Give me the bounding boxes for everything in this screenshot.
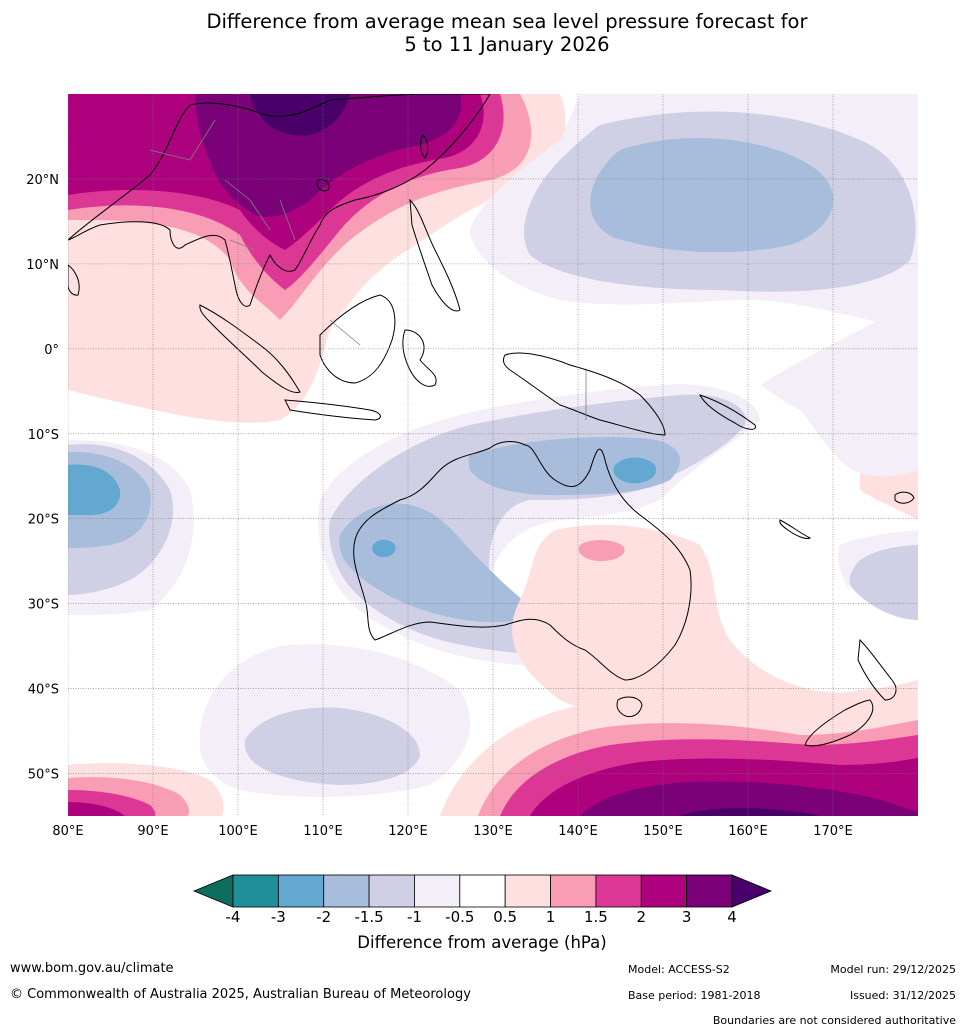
colorbar-label: Difference from average (hPa) [357, 933, 606, 952]
anomaly-region-positive-east-aus-1 [512, 525, 918, 720]
anomaly-region-negative-southern-2 [244, 707, 420, 785]
longitude-label: 150°E [643, 824, 683, 839]
colorbar-tick-label: -2 [316, 908, 331, 926]
anomaly-region-positive-southern-4b [68, 802, 125, 816]
colorbar-tick-label: 3 [682, 908, 692, 926]
colorbar-bin [459, 874, 506, 908]
anomaly-region-positive-southern-6 [680, 808, 820, 816]
longitude-label: 120°E [388, 824, 428, 839]
coastline-new-zealand-south [804, 699, 874, 747]
anomaly-region-positive-asia-5 [250, 94, 350, 136]
latitude-label: 30°S [28, 598, 59, 613]
coastline-sri-lanka [68, 264, 80, 296]
model-run-date: Model run: 29/12/2025 [830, 963, 956, 976]
colorbar: -4 -3 -2 -1.5 -1 -0.5 0.5 1 1.5 2 3 4 [192, 874, 773, 926]
anomaly-region-negative-aus-3b [613, 457, 657, 484]
colorbar-extend-high [731, 874, 773, 908]
colorbar-tick-label: 1.5 [584, 908, 608, 926]
coastline-sulawesi [402, 329, 437, 387]
longitude-axis-labels: 80°E 90°E 100°E 110°E 120°E 130°E 140°E 150°E 16… [52, 824, 852, 839]
latitude-label: 10°N [26, 258, 59, 273]
anomaly-region-negative-indian-3 [68, 464, 121, 515]
colorbar-tick-label: -1 [407, 908, 422, 926]
model-name: Model: ACCESS-S2 [628, 963, 730, 976]
colorbar-bin [595, 874, 642, 908]
longitude-label: 80°E [52, 824, 83, 839]
coastline-hainan [316, 179, 330, 192]
issued-date: Issued: 31/12/2025 [849, 989, 956, 1002]
longitude-label: 100°E [218, 824, 258, 839]
coastline-solomon-islands [699, 394, 756, 430]
title-line-2: 5 to 11 January 2026 [404, 33, 610, 56]
coastline-java [284, 399, 381, 421]
colorbar-tick-label: 4 [727, 908, 737, 926]
base-period: Base period: 1981-2018 [628, 989, 761, 1002]
boundary-lines-asia [149, 119, 587, 420]
latitude-label: 50°S [28, 768, 59, 783]
colorbar-bin [414, 874, 461, 908]
anomaly-region-positive-east-aus-2 [578, 539, 625, 562]
anomaly-region-negative-north-pacific-3 [590, 138, 834, 253]
colorbar-bin [277, 874, 325, 908]
latitude-label: 20°N [26, 173, 59, 188]
colorbar-tick-label: 1 [546, 908, 556, 926]
latitude-label: 20°S [28, 513, 59, 528]
coastline-fiji [894, 491, 915, 504]
map-area [68, 94, 918, 816]
colorbar-bin [323, 874, 370, 908]
copyright-text: © Commonwealth of Australia 2025, Austra… [10, 987, 471, 1002]
coastlines [68, 94, 915, 747]
coastline-taiwan [420, 134, 429, 159]
colorbar-bin [368, 874, 415, 908]
coastline-australia [353, 441, 692, 681]
coastline-philippines [409, 198, 461, 312]
coastline-sumatra [199, 304, 301, 394]
latitude-label: 0° [44, 343, 59, 358]
website-link[interactable]: www.bom.gov.au/climate [10, 961, 174, 976]
anomaly-region-negative-aus-3 [372, 539, 396, 558]
anomaly-region-negative-east-2 [849, 545, 918, 620]
longitude-label: 90°E [137, 824, 168, 839]
map-title: Difference from average mean sea level p… [0, 10, 965, 56]
colorbar-bin [232, 874, 279, 908]
anomaly-region-negative-aus-2 [339, 503, 540, 623]
longitude-label: 130°E [473, 824, 513, 839]
latitude-axis-labels: 20°N 10°N 0° 10°S 20°S 30°S 40°S 50°S [26, 173, 59, 783]
boundary-disclaimer: Boundaries are not considered authoritat… [712, 1014, 956, 1027]
political-boundaries [149, 119, 587, 420]
longitude-label: 110°E [303, 824, 343, 839]
coastline-tasmania [616, 696, 643, 718]
colorbar-bin [640, 874, 688, 908]
longitude-label: 160°E [728, 824, 768, 839]
latitude-label: 40°S [28, 683, 59, 698]
coastline-borneo [319, 294, 396, 384]
graticule [68, 94, 918, 816]
coastline-mainland-asia [68, 94, 491, 307]
colorbar-tick-label: -3 [271, 908, 286, 926]
title-line-1: Difference from average mean sea level p… [206, 10, 808, 33]
colorbar-bin [686, 874, 733, 908]
colorbar-bin [550, 874, 597, 908]
coastline-new-guinea [502, 352, 666, 436]
anomaly-region-positive-asia-4 [195, 94, 462, 217]
coastline-new-zealand-north [857, 638, 897, 701]
coastline-new-caledonia [779, 519, 812, 539]
colorbar-tick-label: 2 [636, 908, 646, 926]
longitude-label: 140°E [558, 824, 598, 839]
colorbar-tick-label: -1.5 [354, 908, 383, 926]
colorbar-extend-low [192, 874, 234, 908]
colorbar-bin [504, 874, 551, 908]
colorbar-tick-label: 0.5 [493, 908, 517, 926]
colorbar-tick-label: -4 [226, 908, 241, 926]
latitude-label: 10°S [28, 428, 59, 443]
longitude-label: 170°E [813, 824, 853, 839]
anomaly-region-negative-east-1 [760, 300, 918, 477]
anomaly-region-negative-east-3 [838, 530, 918, 590]
colorbar-tick-label: -0.5 [445, 908, 474, 926]
anomaly-region-positive-southern-5 [580, 781, 918, 816]
